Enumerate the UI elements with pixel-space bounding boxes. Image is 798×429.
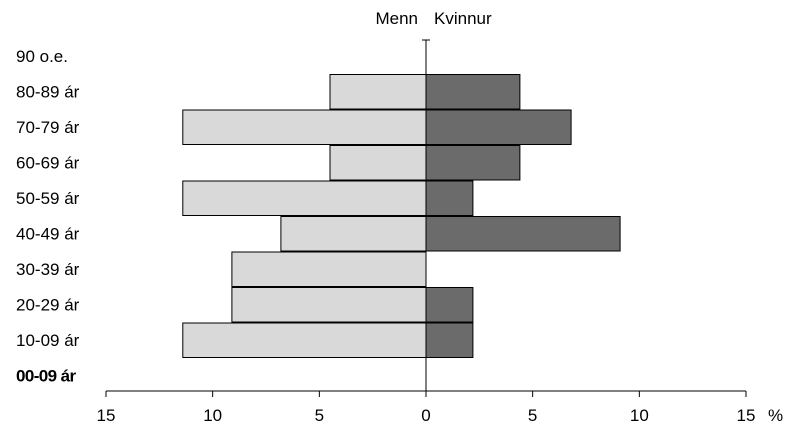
bar-menn-2	[182, 109, 427, 145]
bar-menn-3	[329, 145, 427, 181]
x-axis-unit-label: %	[768, 406, 783, 425]
category-labels: 90 o.e. 80-89 ár 70-79 ár 60-69 ár 50-59 ár 4…	[16, 47, 80, 386]
bar-kvinnur-1	[425, 74, 521, 110]
bar-kvinnur-4	[425, 180, 474, 216]
x-tick-label-0: 15	[97, 406, 116, 425]
bars	[182, 74, 621, 358]
bar-kvinnur-2	[425, 109, 572, 145]
bar-kvinnur-5	[425, 216, 621, 252]
category-label-5: 40-49 ár	[16, 224, 80, 243]
x-tick-label-6: 15	[737, 406, 756, 425]
x-tick-label-3: 0	[421, 406, 430, 425]
bar-menn-1	[329, 74, 427, 110]
bar-menn-8	[182, 322, 427, 358]
legend: Menn Kvinnur	[375, 9, 492, 28]
x-tick-labels: 15 10 5 0 5 10 15%	[97, 406, 784, 425]
bar-menn-7	[231, 287, 427, 323]
category-label-1: 80-89 ár	[16, 82, 80, 101]
category-label-8: 10-09 ár	[16, 331, 80, 350]
x-tick-label-4: 5	[528, 406, 537, 425]
category-label-9: 00-09 ár	[16, 366, 76, 385]
category-label-4: 50-59 ár	[16, 189, 80, 208]
bar-kvinnur-3	[425, 145, 521, 181]
bar-kvinnur-8	[425, 322, 474, 358]
x-tick-label-2: 5	[315, 406, 324, 425]
bar-kvinnur-7	[425, 287, 474, 323]
bar-menn-6	[231, 251, 427, 287]
category-label-0: 90 o.e.	[16, 47, 68, 66]
x-tick-label-1: 10	[203, 406, 222, 425]
category-label-7: 20-29 ár	[16, 295, 80, 314]
category-label-2: 70-79 ár	[16, 118, 80, 137]
x-tick-label-5: 10	[630, 406, 649, 425]
category-label-6: 30-39 ár	[16, 260, 80, 279]
legend-label-kvinnur: Kvinnur	[434, 9, 492, 28]
category-label-3: 60-69 ár	[16, 153, 80, 172]
bar-menn-5	[280, 216, 427, 252]
legend-label-menn: Menn	[375, 9, 418, 28]
axes	[105, 39, 747, 397]
bar-menn-4	[182, 180, 427, 216]
